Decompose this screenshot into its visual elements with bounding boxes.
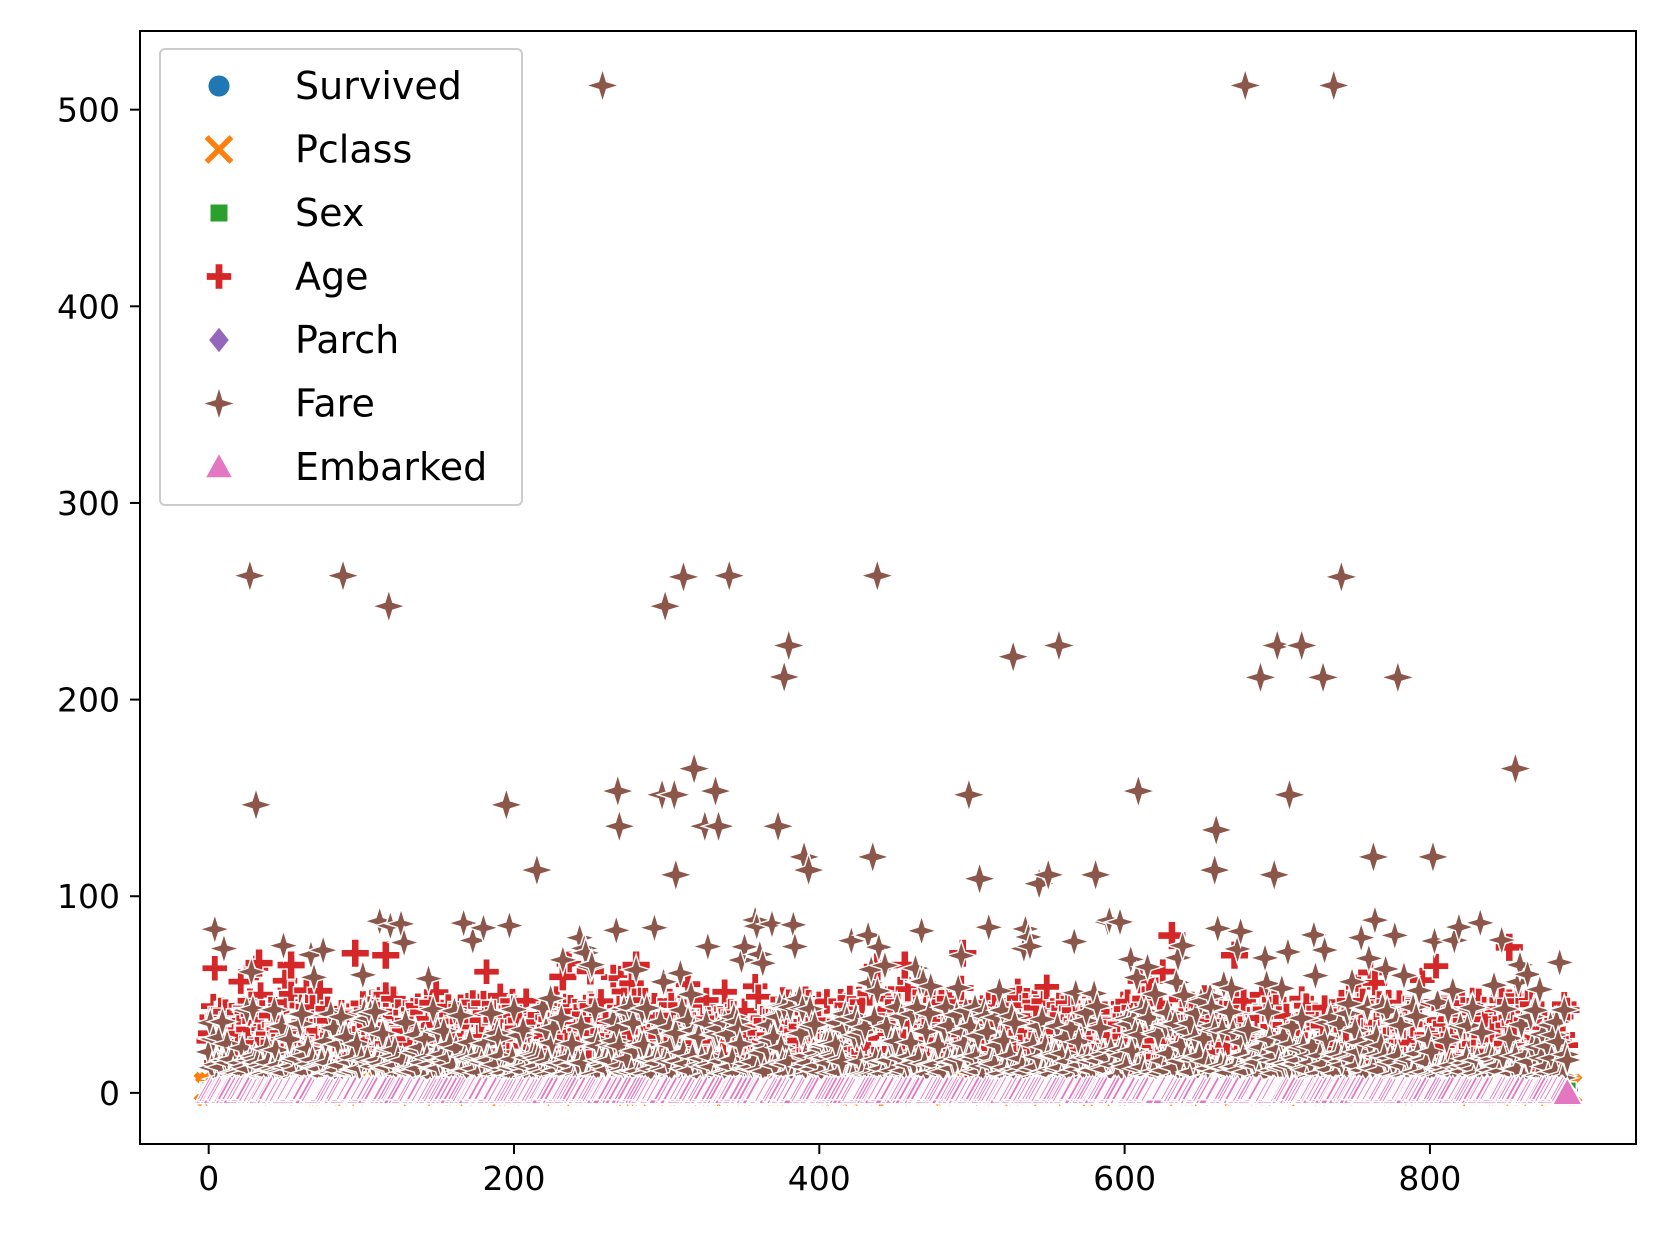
data-point	[472, 958, 501, 986]
plot-points	[191, 66, 1585, 1107]
data-point	[201, 954, 229, 982]
data-point	[227, 967, 255, 996]
